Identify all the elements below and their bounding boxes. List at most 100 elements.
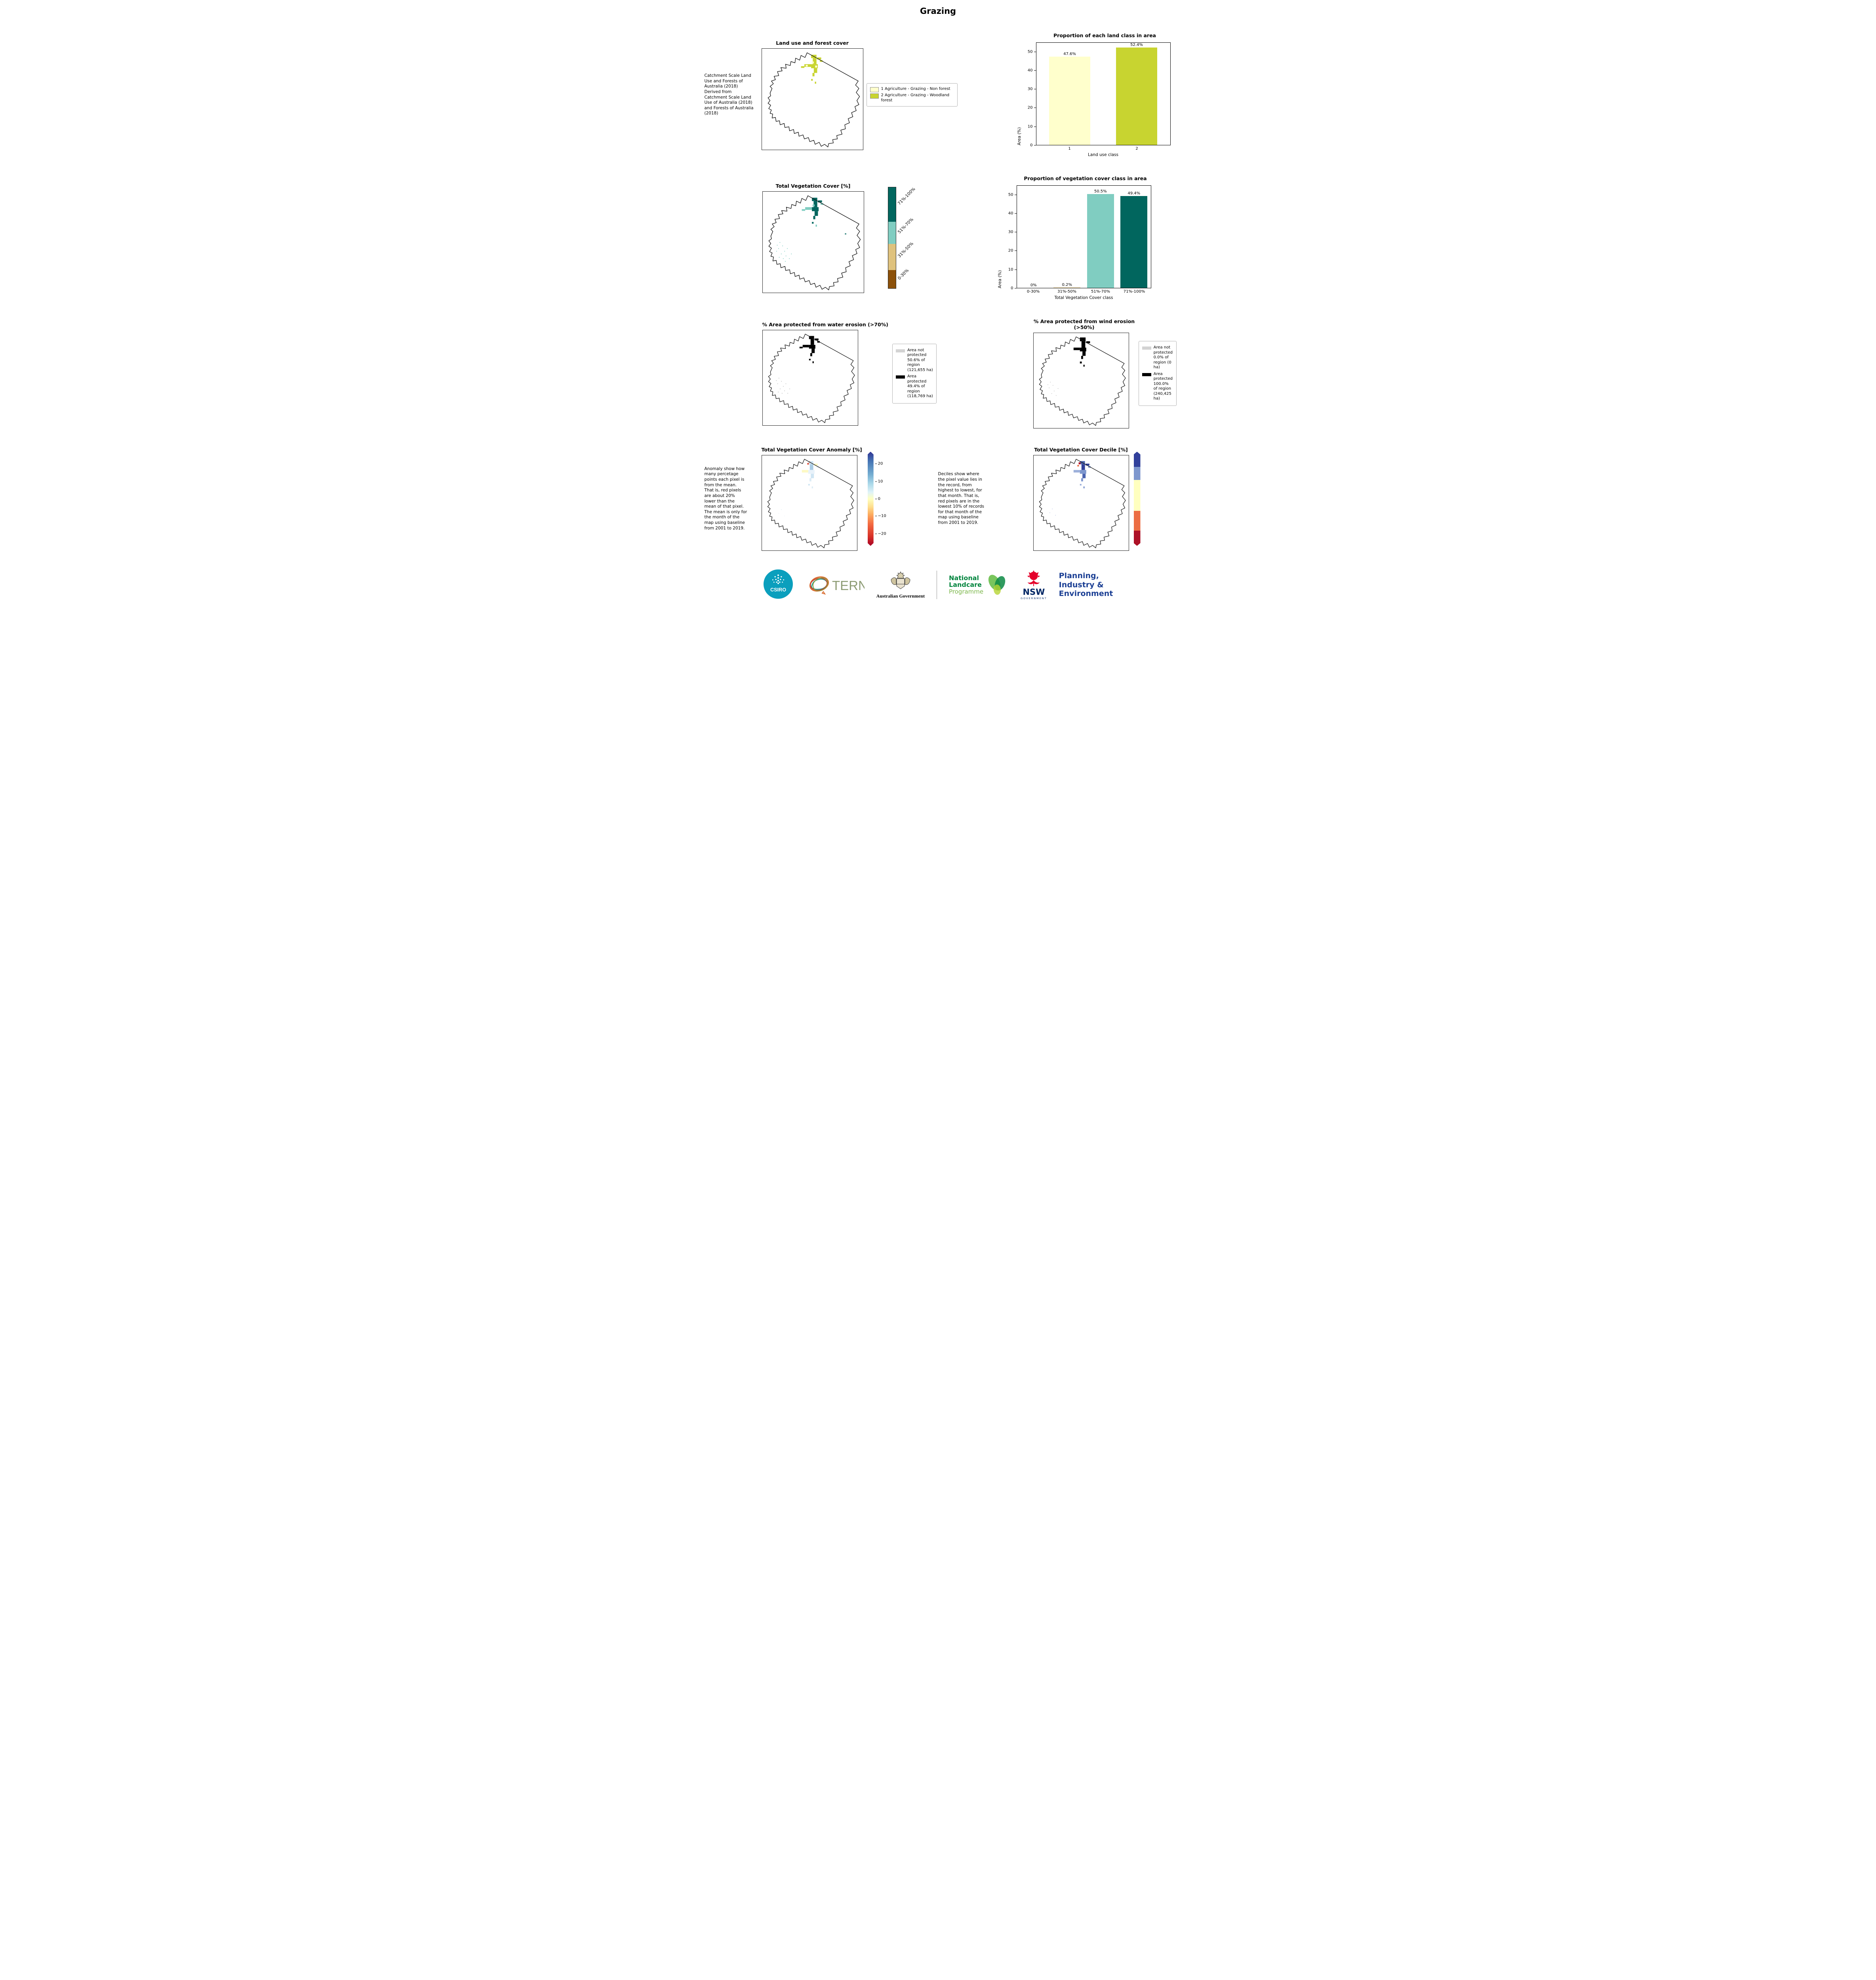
footer-logos: CSIRO TERN Australian Government (704, 569, 1173, 601)
anomaly-map-title: Total Vegetation Cover Anomaly [%] (761, 447, 862, 453)
row-land-use: Catchment Scale Land Use and Forests of … (704, 32, 1173, 157)
colorbar-segment (1133, 480, 1141, 511)
y-tick: 20 (1008, 249, 1017, 253)
legend-swatch (895, 375, 905, 379)
land-use-map-panel: Land use and forest cover (761, 40, 863, 150)
y-tick: 0 (1011, 286, 1017, 291)
y-tick: 40 (1028, 68, 1036, 72)
colorbar-tick-label: −10 (875, 514, 886, 518)
land-class-chart-yaxis: 0 10 20 30 40 50 (1022, 42, 1036, 148)
veg-class-chart-plot: 0% 0.2% 50.5% 49.4% (1016, 185, 1151, 288)
colorbar-label: 10 (1142, 453, 1150, 461)
bar-value-label: 52.4% (1130, 43, 1143, 48)
colorbar-segment (1133, 466, 1141, 480)
x-tick-label: 71%-100% (1123, 289, 1145, 294)
decile-map (1033, 455, 1129, 551)
pie-line3: Environment (1059, 589, 1113, 598)
colorbar-tick-label: 20 (875, 462, 883, 466)
national-landcare-logo: National Landcare Programme (949, 572, 1009, 598)
y-tick: 30 (1028, 87, 1036, 91)
y-tick: 0 (1030, 143, 1036, 148)
pie-line1: Planning, (1059, 571, 1099, 581)
legend-swatch (895, 349, 905, 352)
colorbar-segment (888, 187, 896, 222)
colorbar-segment (1133, 451, 1141, 467)
water-erosion-map-panel: % Area protected from water erosion (>70… (762, 322, 888, 426)
tern-logo: TERN (805, 570, 868, 600)
coat-of-arms-icon (891, 571, 910, 589)
legend-item: Area protected 100.0% of region (240,425… (1142, 372, 1173, 402)
nlp-line2: Landcare (949, 581, 982, 589)
x-tick-label: 1 (1068, 147, 1071, 151)
bar-value-label: 49.4% (1128, 191, 1141, 196)
legend-swatch (870, 93, 879, 99)
veg-class-chart-title: Proportion of vegetation cover class in … (1024, 175, 1147, 181)
legend-item: 1 Agriculture - Grazing - Non forest (870, 87, 954, 92)
land-class-chart-title: Proportion of each land class in area (1053, 32, 1156, 38)
page-title: Grazing (920, 6, 956, 16)
tern-wordmark: TERN (832, 578, 865, 593)
anomaly-colorbar-gradient (867, 451, 874, 546)
colorbar-segment (888, 270, 896, 288)
veg-class-chart-xticks: 0-30% 31%-50% 51%-70% 71%-100% (1017, 288, 1151, 294)
decile-note: Deciles show where the pixel value lies … (938, 472, 984, 525)
colorbar-label: 31%-50% (897, 241, 914, 259)
wind-erosion-legend: Area not protected 0.0% of region (0 ha)… (1138, 341, 1177, 406)
legend-item: 2 Agriculture - Grazing - Woodland fores… (870, 93, 954, 103)
landcare-leaves-icon (988, 575, 1006, 595)
colorbar-segment (1133, 511, 1141, 531)
csiro-wordmark: CSIRO (770, 587, 786, 593)
veg-cover-map-panel: Total Vegetation Cover [%] (762, 183, 864, 293)
colorbar-label: 0-30% (897, 268, 910, 281)
bar-slot: 0% (1017, 186, 1051, 288)
legend-label: Area protected 100.0% of region (240,425… (1153, 371, 1173, 401)
veg-cover-map-title: Total Vegetation Cover [%] (775, 183, 851, 189)
land-use-source-note: Catchment Scale Land Use and Forests of … (704, 73, 754, 116)
bar (1053, 287, 1081, 288)
colorbar-label: 51%-70% (897, 217, 914, 234)
australian-government-logo: Australian Government (876, 571, 925, 599)
veg-class-chart-yaxis: 0 10 20 30 40 50 (1002, 185, 1017, 291)
veg-class-chart: Proportion of vegetation cover class in … (998, 175, 1153, 300)
colorbar-label: 8-9 (1142, 466, 1150, 475)
bar (1087, 194, 1114, 288)
land-class-chart: Proportion of each land class in area Ar… (1017, 32, 1172, 157)
australian-government-wordmark: Australian Government (876, 593, 925, 599)
x-tick-label: 0-30% (1027, 289, 1040, 294)
colorbar-segment (888, 244, 896, 270)
bar-value-label: 0% (1030, 283, 1037, 287)
nsw-government-logo: NSW GOVERNMENT (1021, 570, 1047, 600)
y-tick: 40 (1008, 211, 1017, 215)
colorbar-segment (888, 221, 896, 244)
veg-class-chart-xlabel: Total Vegetation Cover class (1054, 295, 1113, 300)
bar (1116, 48, 1158, 145)
anomaly-colorbar: 20 10 0 −10 −20 (867, 451, 886, 546)
legend-label: Area not protected 50.6% of region (121,… (907, 348, 933, 372)
wind-erosion-map (1033, 333, 1129, 428)
legend-item: Area protected 49.4% of region (118,769 … (895, 374, 933, 399)
legend-swatch (1142, 346, 1151, 350)
waratah-icon (1027, 570, 1040, 586)
wind-erosion-map-title: % Area protected from wind erosion (>50%… (1033, 318, 1135, 330)
land-use-legend: 1 Agriculture - Grazing - Non forest 2 Ag… (866, 83, 958, 107)
decile-map-title: Total Vegetation Cover Decile [%] (1034, 447, 1128, 453)
y-tick: 10 (1008, 267, 1017, 272)
legend-item: Area not protected 0.0% of region (0 ha) (1142, 345, 1173, 370)
y-tick: 50 (1028, 50, 1036, 54)
row-erosion: % Area protected from water erosion (>70… (704, 318, 1177, 428)
planning-industry-environment-logo: Planning, Industry & Environment (1059, 571, 1113, 598)
nlp-line1: National (949, 574, 979, 582)
y-tick: 30 (1008, 230, 1017, 234)
veg-cover-colorbar: 71%-100% 51%-70% 31%-50% 0-30% (888, 187, 916, 289)
row-veg-cover: Total Vegetation Cover [%] (704, 175, 1173, 300)
wind-erosion-map-panel: % Area protected from wind erosion (>50%… (1033, 318, 1135, 428)
nlp-line3: Programme (949, 588, 984, 595)
colorbar-tick-label: −20 (875, 531, 886, 536)
bar (1120, 196, 1148, 288)
pie-line2: Industry & (1059, 580, 1104, 589)
legend-label: Area protected 49.4% of region (118,769 … (907, 374, 933, 398)
x-tick-label: 31%-50% (1057, 289, 1077, 294)
anomaly-map (761, 455, 857, 551)
csiro-logo: CSIRO (763, 569, 793, 601)
legend-item: Area not protected 50.6% of region (121,… (895, 348, 933, 373)
